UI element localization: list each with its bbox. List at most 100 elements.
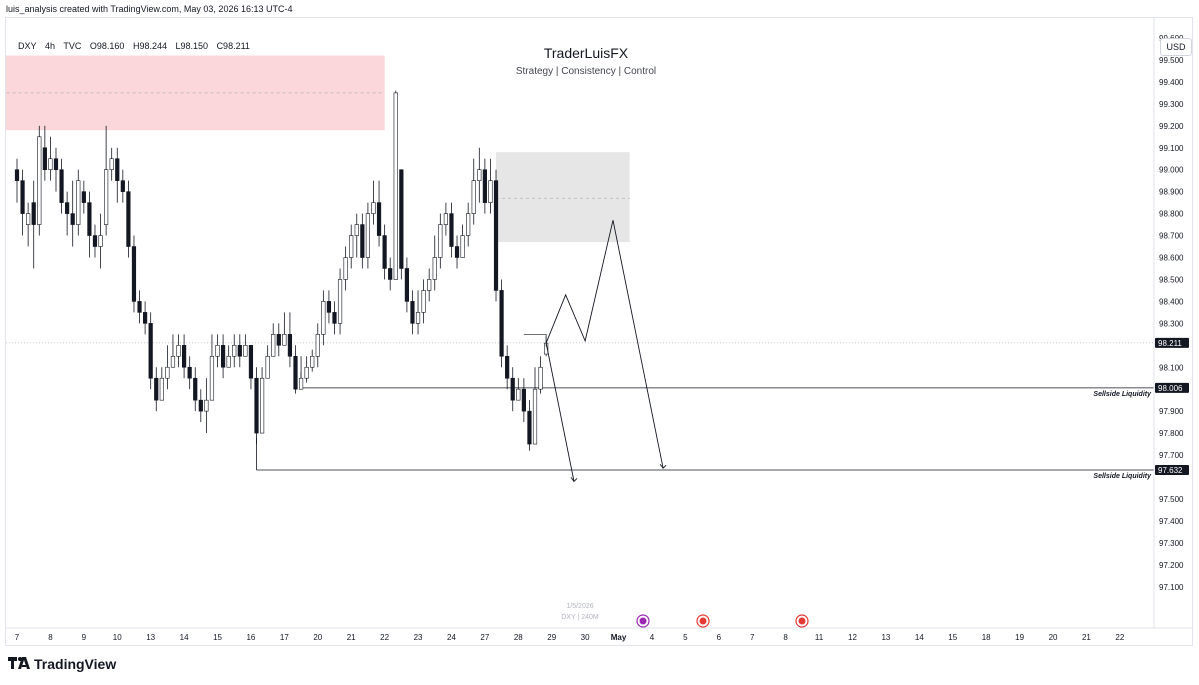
candle xyxy=(382,224,387,280)
candle-body xyxy=(48,158,53,171)
candle xyxy=(460,224,465,258)
projection-arrowhead-main xyxy=(659,463,667,469)
y-tick-label: 97.200 xyxy=(1159,561,1184,570)
candle-body xyxy=(477,169,482,181)
candle-body xyxy=(293,355,298,390)
candle xyxy=(14,158,20,203)
y-tick-label: 99.500 xyxy=(1159,56,1184,65)
candle xyxy=(287,312,293,368)
candle xyxy=(37,125,42,236)
candle-body xyxy=(304,366,309,379)
candle-body xyxy=(460,235,465,258)
y-tick-label: 97.500 xyxy=(1159,495,1184,504)
candle-body xyxy=(282,334,287,346)
symbol-name[interactable]: DXY xyxy=(18,41,37,51)
candle xyxy=(259,367,265,434)
candle xyxy=(165,345,170,390)
candle-body xyxy=(326,301,332,313)
candle xyxy=(271,323,276,357)
candle-body xyxy=(471,180,476,214)
candle-body xyxy=(427,279,432,291)
candle-body xyxy=(254,377,259,434)
x-tick-label: 8 xyxy=(48,633,53,642)
candle-body xyxy=(59,169,64,203)
symbol-interval[interactable]: 4h xyxy=(45,41,56,51)
symbol-open: O98.160 xyxy=(89,41,125,51)
candle xyxy=(76,169,81,236)
candle-body xyxy=(371,202,376,214)
y-tick-label: 97.300 xyxy=(1159,539,1184,548)
candle xyxy=(310,349,315,372)
candle-body xyxy=(310,355,315,368)
candle xyxy=(532,367,538,445)
candle-body xyxy=(92,235,98,247)
candle-body xyxy=(193,377,198,401)
y-tick-label: 99.300 xyxy=(1159,100,1184,109)
candle xyxy=(282,312,287,346)
candle xyxy=(388,257,393,291)
candle xyxy=(65,191,70,236)
candle-body xyxy=(432,257,437,280)
candle-body xyxy=(20,180,25,214)
candle xyxy=(20,169,25,236)
y-tick-label: 98.500 xyxy=(1159,275,1184,284)
candle xyxy=(148,312,153,390)
x-tick-label: 22 xyxy=(380,633,389,642)
y-tick-label: 97.700 xyxy=(1159,451,1184,460)
candle-body xyxy=(410,301,415,324)
tradingview-logo[interactable]: TradingView xyxy=(8,656,116,672)
y-tick-label: 98.600 xyxy=(1159,254,1184,263)
candle-body xyxy=(532,388,538,445)
candle xyxy=(53,147,59,192)
candle xyxy=(326,290,332,324)
chart-title: TraderLuisFX xyxy=(543,45,629,61)
candle xyxy=(482,158,487,214)
y-tick-label: 97.900 xyxy=(1159,407,1184,416)
us-flag-event-icon-dot xyxy=(699,617,707,625)
y-tick-label: 98.300 xyxy=(1159,319,1184,328)
candle-body xyxy=(176,344,181,357)
y-tick-label: 99.100 xyxy=(1159,144,1184,153)
x-tick-label: 28 xyxy=(514,633,523,642)
tradingview-logo-icon xyxy=(8,656,30,672)
candle xyxy=(443,202,448,236)
y-tick-label: 99.200 xyxy=(1159,122,1184,131)
candle-body xyxy=(131,246,137,302)
candle xyxy=(204,378,209,434)
candle-body xyxy=(538,366,543,390)
candle xyxy=(304,356,309,383)
candle xyxy=(209,334,215,401)
x-tick-label: May xyxy=(611,633,627,642)
candle xyxy=(154,367,159,412)
x-tick-label: 8 xyxy=(783,633,788,642)
candle xyxy=(466,202,471,247)
candle xyxy=(226,345,231,368)
watermark-series: DXY | 240M xyxy=(561,614,599,621)
projection-path-alt xyxy=(545,343,575,482)
candle-body xyxy=(120,180,125,192)
x-tick-label: 15 xyxy=(213,633,222,642)
candle-body xyxy=(449,213,454,247)
candle xyxy=(137,290,142,324)
candle xyxy=(81,180,86,214)
candle-body xyxy=(259,377,265,434)
x-tick-label: 4 xyxy=(650,633,655,642)
candle xyxy=(371,180,376,225)
candle xyxy=(276,323,281,357)
projection-path-main xyxy=(545,220,664,469)
candle-body xyxy=(388,268,393,280)
symbol-low: L98.150 xyxy=(175,41,209,51)
currency-button[interactable]: USD xyxy=(1160,38,1192,56)
x-tick-label: 11 xyxy=(815,633,824,642)
candle xyxy=(26,202,31,247)
candle xyxy=(488,158,493,214)
candle-body xyxy=(516,388,521,401)
candle-body xyxy=(165,366,170,379)
candle-body xyxy=(154,377,159,401)
candle xyxy=(120,169,125,203)
x-tick-label: 21 xyxy=(1082,633,1091,642)
x-tick-label: 13 xyxy=(146,633,155,642)
candle-body xyxy=(527,410,532,445)
